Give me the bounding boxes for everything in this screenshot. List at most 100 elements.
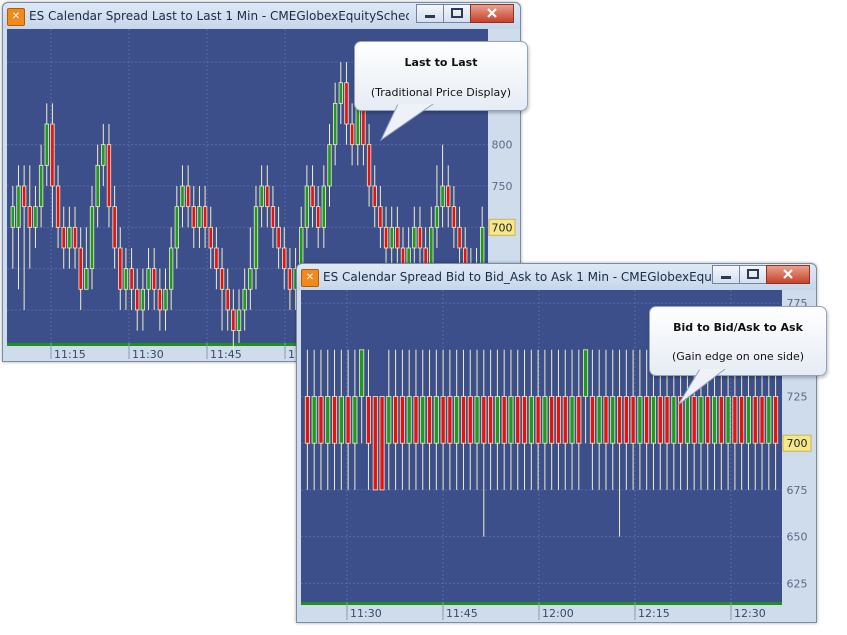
maximize-icon <box>451 8 463 18</box>
candle <box>16 165 21 290</box>
candle <box>349 103 355 166</box>
candle-body-up <box>248 268 253 290</box>
candle <box>67 206 72 269</box>
candle-body-down <box>191 206 196 228</box>
candle <box>433 349 439 490</box>
price-tick-label: 625 <box>787 577 808 590</box>
chart-window-last-to-last[interactable]: ✕ ES Calendar Spread Last to Last 1 Min … <box>2 2 528 362</box>
candle-body-down <box>718 396 724 444</box>
app-logo-icon[interactable]: ✕ <box>7 8 25 26</box>
candle-body-down <box>535 396 541 444</box>
candle <box>123 247 129 310</box>
candle-body-down <box>152 268 157 290</box>
candle <box>225 268 230 331</box>
candle-body-up <box>412 226 417 249</box>
candle-body-down <box>379 396 385 491</box>
candle <box>208 206 213 269</box>
close-button[interactable] <box>766 265 810 284</box>
chart-window-bid-ask[interactable]: ✕ ES Calendar Spread Bid to Bid_Ask to A… <box>296 263 827 623</box>
candle-body-up <box>304 185 310 228</box>
title-bar[interactable]: ✕ ES Calendar Spread Last to Last 1 Min … <box>3 3 520 29</box>
minimize-icon <box>721 276 731 279</box>
maximize-button[interactable] <box>739 265 767 284</box>
candle-body-down <box>344 82 349 125</box>
app-logo-icon[interactable]: ✕ <box>301 269 319 287</box>
candle-body-down <box>501 396 507 444</box>
candle <box>501 349 507 490</box>
price-tick-label: 800 <box>492 139 513 152</box>
candle-body-up <box>10 206 15 228</box>
close-button[interactable] <box>470 4 514 23</box>
title-bar[interactable]: ✕ ES Calendar Spread Bid to Bid_Ask to A… <box>297 264 816 290</box>
candle <box>366 124 372 207</box>
candle <box>38 144 44 228</box>
candle-body-down <box>481 396 487 444</box>
candle-body-down <box>383 226 389 249</box>
candle <box>576 349 582 490</box>
candle-body-down <box>270 206 276 228</box>
callout-subtitle: (Gain edge on one side) <box>671 350 805 363</box>
candle <box>617 349 623 537</box>
candle <box>321 165 326 248</box>
candle <box>310 165 315 228</box>
candle-body-down <box>366 144 372 187</box>
maximize-button[interactable] <box>443 4 471 23</box>
candle-body-up <box>16 185 21 228</box>
candle <box>236 289 242 343</box>
candle-body-down <box>372 185 377 208</box>
candle <box>386 349 392 490</box>
price-chart[interactable]: 62565067570072577511:3011:4512:0012:1512… <box>301 290 812 620</box>
candle <box>10 186 15 269</box>
candle <box>359 349 365 444</box>
candle-body-up <box>123 268 129 290</box>
candle <box>528 349 534 490</box>
candle <box>372 165 377 228</box>
candle <box>589 349 595 490</box>
candle <box>72 206 78 269</box>
candle <box>389 206 394 269</box>
candle-body-down <box>304 396 310 444</box>
minimize-button[interactable] <box>416 4 444 23</box>
candle <box>325 349 331 490</box>
candle-body-up <box>338 82 343 104</box>
candle-body-down <box>759 396 765 444</box>
candle <box>157 268 163 331</box>
candle <box>623 349 629 490</box>
candle <box>644 349 650 490</box>
candle-body-up <box>359 349 365 397</box>
candle-body-down <box>157 288 163 311</box>
candle <box>535 349 541 490</box>
window-title: ES Calendar Spread Last to Last 1 Min - … <box>29 9 409 23</box>
candle-body-down <box>752 396 758 444</box>
candle <box>549 349 555 490</box>
candle <box>417 206 423 269</box>
candle-body-down <box>135 288 140 311</box>
candle-body-down <box>395 226 400 249</box>
candle-body-up <box>569 396 575 444</box>
candle-body-down <box>78 247 83 290</box>
candle-body-down <box>739 396 745 444</box>
candle <box>474 349 480 490</box>
candle-body-up <box>352 396 358 444</box>
candle-body-up <box>698 396 704 444</box>
candle <box>630 349 636 490</box>
candle <box>21 165 27 310</box>
candle-body-down <box>399 396 405 444</box>
candle-body-down <box>214 247 219 270</box>
candle-body-up <box>325 396 331 444</box>
candle <box>282 227 287 290</box>
minimize-button[interactable] <box>712 265 740 284</box>
candle-body-up <box>163 288 168 311</box>
candle-body-down <box>61 226 66 249</box>
candle <box>327 124 332 207</box>
time-tick-label: 12:00 <box>542 607 574 620</box>
candle <box>152 247 157 310</box>
candle-body-down <box>129 268 134 290</box>
candle-body-down <box>460 396 466 444</box>
candle <box>542 349 548 490</box>
candle-body-up <box>454 396 460 444</box>
candle <box>129 247 134 310</box>
candle-body-up <box>101 144 106 166</box>
last-price-label: 700 <box>787 437 808 450</box>
candle <box>427 349 433 490</box>
